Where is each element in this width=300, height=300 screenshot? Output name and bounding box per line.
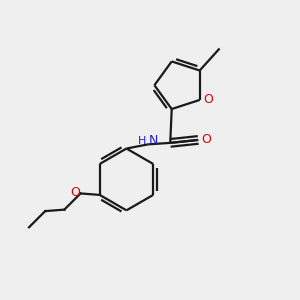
Text: H: H: [138, 136, 147, 146]
Text: O: O: [70, 186, 80, 199]
Text: N: N: [149, 134, 158, 147]
Text: O: O: [202, 133, 212, 146]
Text: O: O: [203, 93, 213, 106]
